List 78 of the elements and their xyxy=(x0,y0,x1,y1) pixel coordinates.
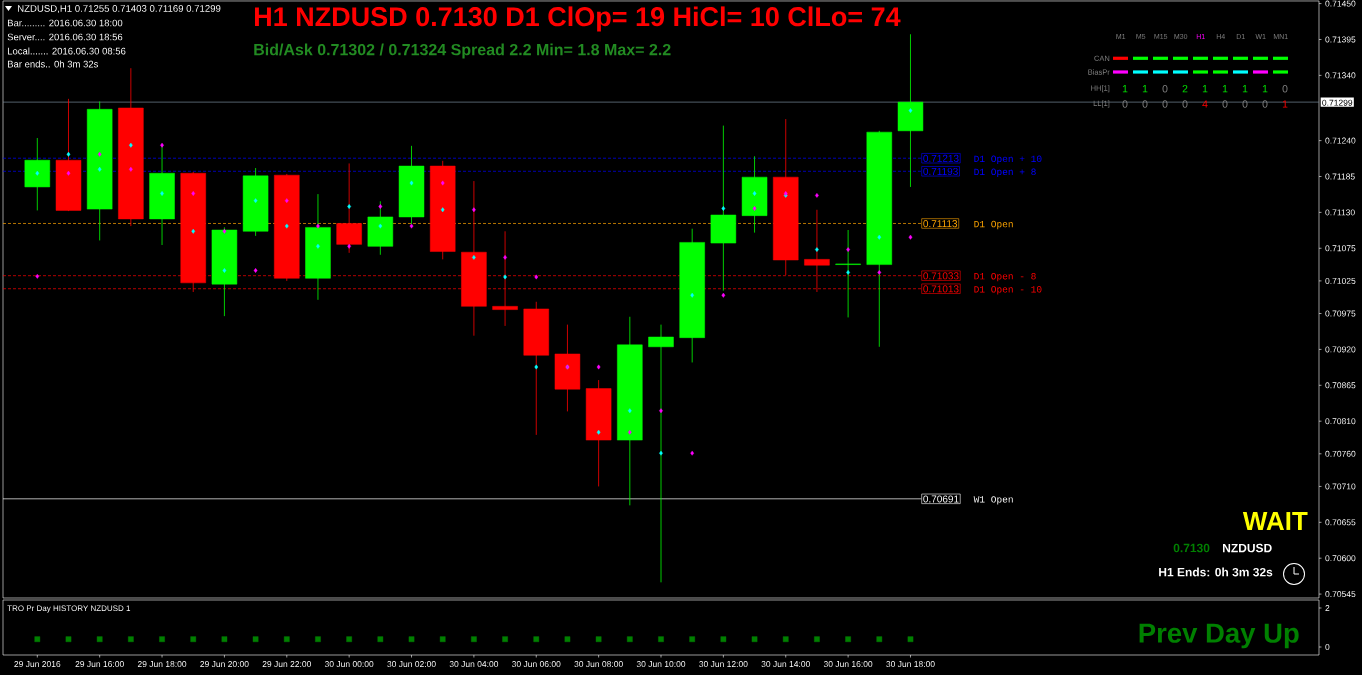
y-tick-label: 0.71075 xyxy=(1325,245,1356,252)
y-tick-label: 0.70920 xyxy=(1325,346,1356,353)
annotation: 1 xyxy=(1222,85,1228,93)
y-tick-label: 0.71450 xyxy=(1325,0,1356,7)
annotation: Bar......... 2016.06.30 18:00 xyxy=(7,19,123,27)
x-tick-label: 29 Jun 16:00 xyxy=(75,661,124,668)
annotation: Bar ends.. 0h 3m 32s xyxy=(7,60,99,68)
annotation: 2 xyxy=(1182,85,1188,93)
ref-line-label: D1 Open xyxy=(974,220,1013,230)
annotation: 0 xyxy=(1262,100,1268,108)
y-tick-label: 0.71185 xyxy=(1325,173,1355,180)
annotation: 0 xyxy=(1182,100,1188,108)
annotation: 1 xyxy=(1262,85,1268,93)
y-tick-label: 0.70655 xyxy=(1325,519,1356,526)
annotation: 0.71213 xyxy=(923,154,959,162)
annotation: 1 xyxy=(1142,85,1148,93)
annotation: 1 xyxy=(1282,100,1288,108)
y-tick-label: 0.71340 xyxy=(1325,72,1356,79)
x-tick-label: 30 Jun 12:00 xyxy=(699,661,748,668)
annotation: 1 xyxy=(1202,85,1208,93)
annotation: 0.70691 xyxy=(923,495,959,503)
annotation: Bid/Ask 0.71302 / 0.71324 Spread 2.2 Min= 1.8 Max= 2.2 xyxy=(254,43,671,59)
x-tick-label: 29 Jun 18:00 xyxy=(137,661,187,668)
annotation: Server.... 2016.06.30 18:56 xyxy=(7,33,123,41)
y-tick-label: 0.70545 xyxy=(1325,591,1356,598)
annotation: NZDUSD xyxy=(1223,543,1272,553)
x-tick-label: 30 Jun 10:00 xyxy=(636,661,686,668)
annotation: 1 xyxy=(1122,85,1128,93)
annotation: 1 xyxy=(1242,85,1248,93)
y-tick-label: 0.70810 xyxy=(1325,418,1356,425)
chart-title: NZDUSD,H1 0.71255 0.71403 0.71169 0.71299 xyxy=(17,5,221,13)
ref-line-label: W1 Open xyxy=(973,496,1013,505)
annotation: 4 xyxy=(1202,100,1208,108)
x-tick-label: 30 Jun 08:00 xyxy=(574,661,623,668)
annotation: 0.71193 xyxy=(923,167,958,175)
x-tick-label: 30 Jun 06:00 xyxy=(512,661,561,668)
y-tick-label: 0 xyxy=(1325,644,1330,651)
y-tick-label: 0.70865 xyxy=(1325,382,1356,389)
annotation: H1 Ends: 0h 3m 32s xyxy=(1159,567,1273,577)
x-tick-label: 30 Jun 18:00 xyxy=(886,661,935,668)
annotation: 0.71013 xyxy=(923,285,959,293)
x-tick-label: 29 Jun 2016 xyxy=(14,661,61,668)
x-tick-label: 30 Jun 16:00 xyxy=(823,661,873,668)
annotation: 0 xyxy=(1282,84,1288,93)
ref-line-label: 0.71299 xyxy=(1322,99,1353,106)
ref-line-label: D1 Open - 10 xyxy=(974,286,1042,295)
ref-line-label: D1 Open + 8 xyxy=(974,168,1036,177)
y-tick-label: 0.70760 xyxy=(1325,450,1356,457)
annotation: 0 xyxy=(1222,100,1228,108)
x-tick-label: 29 Jun 20:00 xyxy=(200,661,249,668)
ref-line-label: D1 Open - 8 xyxy=(974,273,1036,282)
y-tick-label: 0.70600 xyxy=(1325,555,1356,562)
x-tick-label: 30 Jun 00:00 xyxy=(324,661,374,668)
annotation: 0.7130 xyxy=(1173,543,1210,553)
x-tick-label: 29 Jun 22:00 xyxy=(262,661,312,668)
y-tick-label: 2 xyxy=(1325,605,1330,611)
y-tick-label: 0.70975 xyxy=(1325,310,1356,317)
y-tick-label: 0.71395 xyxy=(1325,36,1356,43)
annotation: 0 xyxy=(1142,100,1148,108)
annotation: Local....... 2016.06.30 08:56 xyxy=(7,47,126,55)
y-tick-label: 0.70710 xyxy=(1325,483,1356,490)
annotation: 0.71113 xyxy=(923,220,958,228)
annotation: 0 xyxy=(1162,100,1168,108)
annotation: 0 xyxy=(1122,100,1128,108)
annotation: 0 xyxy=(1162,84,1168,93)
annotation: 0 xyxy=(1242,100,1248,108)
chart-subtitle: H1 NZDUSD 0.7130 D1 ClOp= 19 HiCl= 10 ClLo= 74 xyxy=(255,6,901,32)
y-tick-label: 0.71130 xyxy=(1325,209,1355,216)
y-tick-label: 0.71025 xyxy=(1325,277,1356,284)
x-tick-label: 30 Jun 04:00 xyxy=(449,661,499,668)
ref-line-label: D1 Open + 10 xyxy=(974,155,1042,164)
annotation: WAIT xyxy=(1242,512,1308,530)
x-tick-label: 30 Jun 14:00 xyxy=(761,661,810,668)
annotation: 0.71033 xyxy=(923,272,959,280)
x-tick-label: 30 Jun 02:00 xyxy=(387,661,436,668)
y-tick-label: 0.71240 xyxy=(1325,137,1356,144)
annotation: Prev Day Up xyxy=(1139,623,1299,649)
text: TRO Pr Day HISTORY NZDUSD 1 xyxy=(7,605,131,613)
